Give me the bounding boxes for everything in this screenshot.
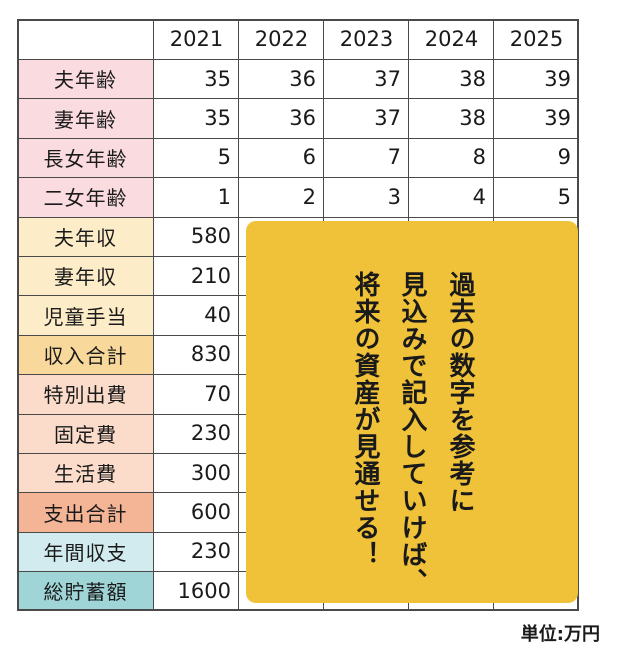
row-label: 夫年齢 [17, 59, 154, 99]
table-cell: 210 [190, 263, 231, 288]
table-border-left [17, 19, 19, 611]
table-border-top [17, 19, 579, 21]
table-cell: 8 [472, 145, 486, 170]
table-cell: 2 [302, 184, 316, 209]
table-cell: 36 [289, 106, 316, 131]
table-cell: 300 [190, 460, 231, 485]
table-cell: 39 [544, 106, 571, 131]
row-divider [17, 216, 579, 218]
row-label: 特別出費 [17, 374, 154, 414]
table-cell: 3 [387, 184, 401, 209]
table-cell: 39 [544, 66, 571, 91]
table-cell: 35 [204, 66, 231, 91]
table-cell: 1600 [177, 578, 231, 603]
table-cell: 40 [204, 303, 231, 328]
table-cell: 70 [204, 381, 231, 406]
table-cell: 36 [289, 66, 316, 91]
row-divider [17, 59, 579, 60]
year-header-2022: 2022 [254, 27, 309, 51]
table-cell: 5 [557, 184, 571, 209]
row-divider [17, 98, 579, 100]
note-line-1: 過去の数字を参考に [445, 271, 475, 514]
table-cell: 580 [190, 224, 231, 249]
table-cell: 6 [302, 145, 316, 170]
column-divider [238, 19, 239, 611]
row-divider [17, 177, 579, 179]
row-label: 夫年収 [17, 216, 154, 256]
table-cell: 230 [190, 539, 231, 564]
table-cell: 830 [190, 342, 231, 367]
unit-label: 単位:万円 [520, 624, 600, 645]
year-header-2023: 2023 [339, 27, 394, 51]
table-cell: 38 [459, 66, 486, 91]
table-border-right [577, 19, 579, 611]
table-cell: 9 [557, 145, 571, 170]
row-label: 二女年齢 [17, 177, 154, 217]
table-cell: 7 [387, 145, 401, 170]
table-cell: 38 [459, 106, 486, 131]
column-divider [153, 19, 154, 611]
table-cell: 1 [217, 184, 231, 209]
row-label: 児童手当 [17, 295, 154, 335]
row-label: 年間収支 [17, 531, 154, 572]
year-header-2024: 2024 [424, 27, 479, 51]
table-border-bottom [17, 608, 579, 611]
note-line-2: 見込みで記入していけば、 [397, 271, 427, 595]
row-label: 妻年齢 [17, 98, 154, 138]
row-label: 支出合計 [17, 492, 154, 532]
note-line-3: 将来の資産が見通せる！ [350, 271, 380, 568]
table-cell: 4 [472, 184, 486, 209]
table-cell: 37 [374, 106, 401, 131]
row-label: 長女年齢 [17, 137, 154, 178]
row-label: 妻年収 [17, 256, 154, 296]
row-label: 固定費 [17, 413, 154, 453]
table-cell: 37 [374, 66, 401, 91]
row-label: 収入合計 [17, 334, 154, 375]
callout-note: 過去の数字を参考に 見込みで記入していけば、 将来の資産が見通せる！ [246, 221, 578, 603]
row-label: 総貯蓄額 [17, 571, 154, 611]
table-cell: 600 [190, 500, 231, 525]
table-cell: 230 [190, 421, 231, 446]
table-cell: 5 [217, 145, 231, 170]
year-header-2025: 2025 [509, 27, 564, 51]
row-divider [17, 137, 579, 139]
year-header-2021: 2021 [169, 27, 224, 51]
table-cell: 35 [204, 106, 231, 131]
row-label: 生活費 [17, 453, 154, 493]
